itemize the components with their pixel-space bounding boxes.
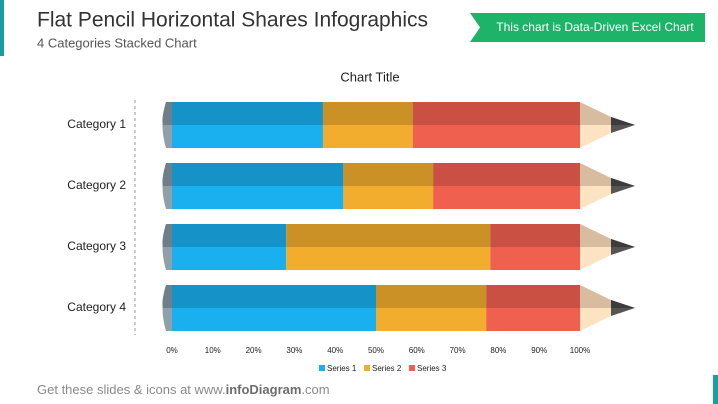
x-tick-label: 90% — [531, 346, 547, 355]
x-tick-label: 60% — [409, 346, 425, 355]
x-tick-label: 0% — [166, 346, 178, 355]
x-tick-label: 30% — [286, 346, 302, 355]
x-tick-label: 20% — [246, 346, 262, 355]
x-tick-label: 40% — [327, 346, 343, 355]
bar-shade — [486, 285, 580, 308]
category-label: Category 4 — [67, 300, 126, 314]
pencil-wood-shade — [580, 285, 615, 308]
legend-swatch — [409, 365, 415, 371]
category-label: Category 2 — [67, 178, 126, 192]
category-label: Category 1 — [67, 117, 126, 131]
legend-swatch — [319, 365, 325, 371]
footer: Get these slides & icons at www.infoDiag… — [37, 382, 330, 397]
bar-segment — [486, 285, 580, 331]
accent-bar — [0, 0, 4, 56]
pencil-wood-shade — [580, 163, 615, 186]
footer-text: .com — [301, 382, 329, 397]
bar-shade — [172, 224, 287, 247]
bar-shade — [412, 102, 580, 125]
bar-segment — [376, 285, 487, 331]
accent-bar — [713, 375, 718, 404]
footer-brand: infoDiagram — [226, 382, 302, 397]
bar-shade — [433, 163, 580, 186]
legend-label: Series 1 — [327, 364, 357, 373]
bar-segment — [433, 163, 580, 209]
badge-shape — [470, 13, 705, 42]
bar-segment — [172, 285, 376, 331]
pencil-cap-shade — [162, 224, 172, 247]
x-tick-label: 80% — [490, 346, 506, 355]
pencil-cap-shade — [162, 163, 172, 186]
legend-swatch — [364, 365, 370, 371]
bar-segment — [490, 224, 580, 270]
bar-segment — [322, 102, 413, 148]
bar-segment — [343, 163, 434, 209]
slide-title: Flat Pencil Horizontal Shares Infographi… — [37, 9, 428, 32]
footer-text: Get these slides & icons at www. — [37, 382, 226, 397]
category-label: Category 3 — [67, 239, 126, 253]
pencil-lead-shade — [611, 239, 635, 247]
bar-shade — [172, 285, 376, 308]
chart-title: Chart Title — [340, 69, 399, 84]
bar-shade — [322, 102, 413, 125]
pencil-lead-shade — [611, 178, 635, 186]
pencil-wood-shade — [580, 224, 615, 247]
pencil-lead-shade — [611, 117, 635, 125]
x-tick-label: 50% — [368, 346, 384, 355]
slide-subtitle: 4 Categories Stacked Chart — [37, 35, 197, 50]
bar-shade — [172, 163, 344, 186]
bar-shade — [343, 163, 434, 186]
badge-text: This chart is Data-Driven Excel Chart — [496, 20, 694, 34]
bar-segment — [172, 102, 323, 148]
x-tick-label: 10% — [205, 346, 221, 355]
bar-segment — [412, 102, 580, 148]
bar-segment — [172, 163, 344, 209]
legend-label: Series 2 — [372, 364, 402, 373]
pencil-cap-shade — [162, 285, 172, 308]
bar-shade — [376, 285, 487, 308]
bar-segment — [286, 224, 491, 270]
bar-shade — [172, 102, 323, 125]
bar-shade — [490, 224, 580, 247]
bar-shade — [286, 224, 491, 247]
pencil-cap-shade — [162, 102, 172, 125]
bar-segment — [172, 224, 287, 270]
x-tick-label: 70% — [450, 346, 466, 355]
legend-label: Series 3 — [417, 364, 447, 373]
pencil-wood-shade — [580, 102, 615, 125]
x-tick-label: 100% — [570, 346, 590, 355]
pencil-lead-shade — [611, 300, 635, 308]
